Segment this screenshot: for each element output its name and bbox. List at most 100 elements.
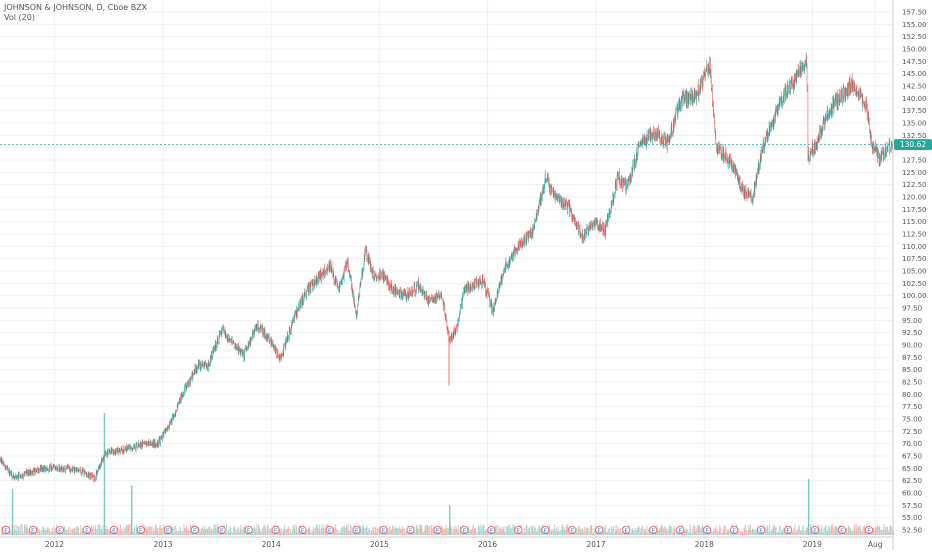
volume-bar (670, 525, 672, 535)
volume-bar (289, 532, 291, 535)
volume-bar (236, 532, 238, 535)
volume-bar (148, 527, 150, 535)
volume-bar (422, 532, 424, 535)
volume-bar (555, 527, 557, 535)
volume-bar (153, 531, 155, 535)
volume-bar (796, 530, 798, 535)
volume-bar (779, 525, 781, 535)
volume-bar (512, 524, 514, 535)
y-tick-label: 125.00 (902, 169, 927, 177)
volume-bar (478, 531, 480, 535)
volume-bar (283, 530, 284, 535)
volume-bar (576, 532, 578, 535)
volume-bar (603, 527, 605, 535)
volume-bar (389, 526, 391, 535)
volume-bar (750, 530, 752, 535)
y-tick-label: 80.00 (902, 391, 922, 399)
volume-bar (638, 527, 640, 535)
volume-bar (587, 527, 589, 535)
volume-bar (364, 528, 366, 535)
volume-bar (872, 528, 874, 535)
time-axis[interactable]: 2012 2013 2014 2015 2016 2017 2018 2019 Aug (0, 536, 893, 549)
volume-bar (284, 524, 286, 535)
volume-bar (387, 531, 389, 535)
volume-bar (316, 524, 318, 535)
volume-bar (632, 528, 634, 535)
volume-bar (159, 527, 161, 535)
volume-bar (205, 528, 207, 535)
volume-bar (712, 531, 714, 535)
volume-bar (497, 525, 499, 535)
volume-bar (234, 526, 236, 535)
volume-bar (92, 525, 94, 535)
volume-bar (200, 532, 201, 535)
volume-bar (83, 532, 85, 535)
volume-bar (82, 528, 83, 535)
volume-bar (802, 524, 804, 535)
volume-bar (319, 524, 321, 535)
volume-bar (804, 530, 806, 535)
volume-bar (756, 528, 758, 535)
volume-bar (604, 525, 606, 535)
volume-bar (51, 527, 53, 535)
volume-indicator-label[interactable]: Vol (20) (4, 13, 35, 22)
volume-bar (580, 530, 581, 535)
volume-bar (267, 524, 269, 535)
volume-bar (99, 524, 101, 535)
volume-bar (235, 530, 237, 535)
y-tick-label: 85.00 (902, 366, 922, 374)
volume-bar (860, 531, 862, 535)
volume-bar (858, 525, 859, 535)
volume-bar (539, 526, 541, 535)
price-axis[interactable]: 52.50 55.00 57.50 60.00 62.50 65.00 67.50 70.00… (892, 0, 927, 550)
volume-bar (818, 527, 820, 535)
volume-bar (781, 531, 783, 535)
volume-bar (242, 527, 244, 535)
volume-bar (677, 532, 679, 535)
volume-bar (747, 530, 749, 535)
volume-bar (198, 526, 200, 535)
volume-bar (225, 532, 227, 535)
symbol-title[interactable]: JOHNSON & JOHNSON, D, Cboe BZX (4, 3, 148, 12)
y-tick-label: 142.50 (902, 83, 927, 91)
volume-bar (620, 528, 622, 535)
volume-bar (594, 527, 596, 535)
volume-bar (297, 531, 299, 535)
volume-bar (616, 529, 618, 535)
volume-bar (485, 530, 487, 535)
volume-bar (800, 530, 802, 535)
y-tick-label: 52.50 (902, 527, 922, 535)
volume-bar (744, 524, 746, 535)
volume-bar (891, 531, 893, 535)
volume-bar (331, 531, 333, 535)
volume-bar (176, 530, 178, 535)
volume-bar (341, 527, 343, 535)
volume-bar (472, 527, 474, 535)
volume-bar (744, 530, 746, 535)
volume-bar (252, 528, 254, 535)
volume-bar (41, 530, 43, 535)
y-tick-label: 120.00 (902, 194, 927, 202)
volume-bar (859, 525, 861, 535)
volume-bar (810, 524, 811, 535)
volume-bar (78, 532, 80, 535)
volume-bar (293, 526, 295, 535)
volume-bar (459, 527, 461, 535)
volume-bar (500, 528, 501, 535)
earnings-marker (55, 526, 64, 535)
volume-bar (255, 531, 257, 535)
volume-bar (55, 532, 57, 535)
volume-bar (77, 527, 79, 535)
volume-bar (719, 524, 721, 535)
volume-bar (728, 529, 730, 535)
volume-bar (336, 529, 338, 535)
volume-bar (714, 528, 716, 535)
volume-bar (606, 532, 608, 535)
earnings-marker (163, 526, 172, 535)
volume-bar (123, 527, 125, 535)
volume-bar (370, 532, 372, 535)
volume-bar (230, 527, 232, 535)
volume-bar (772, 524, 774, 535)
